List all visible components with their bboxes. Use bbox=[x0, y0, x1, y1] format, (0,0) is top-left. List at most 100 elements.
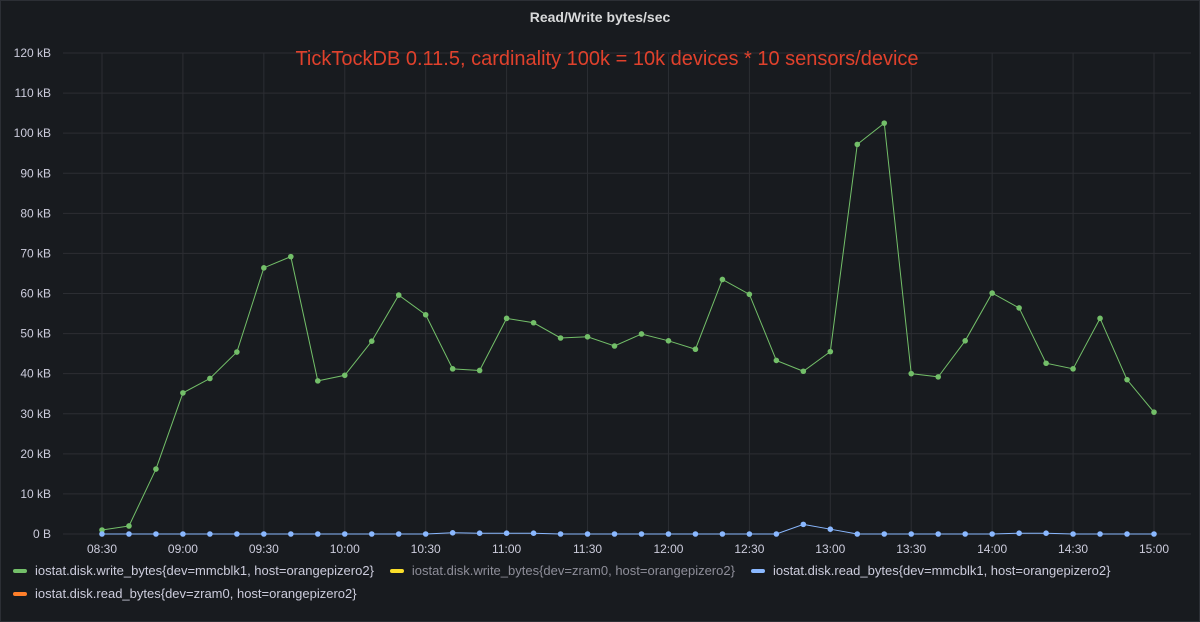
legend-item-write-zram0[interactable]: iostat.disk.write_bytes{dev=zram0, host=… bbox=[389, 563, 735, 578]
data-point bbox=[773, 357, 780, 364]
data-point bbox=[557, 531, 564, 537]
x-tick-label: 08:30 bbox=[87, 542, 117, 556]
data-point bbox=[827, 526, 834, 532]
data-point bbox=[1124, 376, 1130, 383]
legend-item-write-mmcblk1[interactable]: iostat.disk.write_bytes{dev=mmcblk1, hos… bbox=[13, 563, 374, 578]
data-point bbox=[530, 319, 537, 326]
data-point bbox=[341, 372, 348, 379]
x-tick-label: 12:30 bbox=[734, 542, 764, 556]
y-tick-label: 60 kB bbox=[20, 287, 51, 301]
panel-title[interactable]: Read/Write bytes/sec bbox=[529, 9, 671, 25]
x-tick-label: 10:30 bbox=[411, 542, 441, 556]
data-point bbox=[422, 311, 429, 318]
y-tick-label: 80 kB bbox=[20, 206, 51, 220]
data-point bbox=[611, 343, 618, 349]
data-point bbox=[1016, 530, 1022, 536]
data-point bbox=[153, 531, 159, 537]
data-point bbox=[1151, 531, 1157, 537]
legend-label: iostat.disk.read_bytes{dev=mmcblk1, host… bbox=[772, 563, 1111, 578]
legend-label: iostat.disk.write_bytes{dev=zram0, host=… bbox=[411, 563, 735, 578]
data-point bbox=[1043, 530, 1049, 536]
data-point bbox=[234, 349, 240, 355]
data-point bbox=[746, 291, 753, 298]
data-point bbox=[449, 366, 456, 372]
data-point bbox=[476, 530, 483, 536]
data-point bbox=[854, 141, 861, 148]
x-tick-label: 14:30 bbox=[1058, 542, 1088, 556]
data-point bbox=[638, 531, 645, 537]
chart-legend: iostat.disk.write_bytes{dev=mmcblk1, hos… bbox=[13, 563, 1193, 601]
data-point bbox=[962, 337, 968, 344]
legend-swatch bbox=[389, 568, 404, 573]
data-point bbox=[126, 531, 132, 537]
data-point bbox=[288, 253, 294, 260]
data-point bbox=[341, 531, 348, 537]
y-tick-label: 110 kB bbox=[15, 86, 51, 100]
data-point bbox=[395, 531, 402, 537]
data-point bbox=[422, 531, 429, 537]
y-tick-label: 0 B bbox=[33, 527, 51, 541]
data-point bbox=[368, 531, 375, 537]
data-point bbox=[530, 530, 537, 536]
data-point bbox=[584, 333, 591, 340]
data-point bbox=[1070, 531, 1076, 537]
data-point bbox=[935, 531, 942, 537]
data-point bbox=[207, 531, 213, 537]
x-tick-label: 12:00 bbox=[653, 542, 683, 556]
series-line-0 bbox=[101, 122, 1155, 531]
data-point bbox=[692, 346, 699, 353]
chart-plot[interactable]: 0 B 10 kB 20 kB 30 kB 40 kB 50 kB 60 kB 70 kB 80… bbox=[1, 1, 1200, 561]
data-point bbox=[692, 531, 699, 537]
data-point bbox=[989, 531, 995, 537]
annotation-text: TickTockDB 0.11.5, cardinality 100k = 10… bbox=[295, 48, 918, 70]
y-tick-label: 120 kB bbox=[14, 46, 51, 60]
y-tick-label: 100 kB bbox=[14, 126, 51, 140]
y-tick-label: 90 kB bbox=[20, 166, 51, 180]
x-tick-label: 11:00 bbox=[492, 542, 521, 556]
data-point bbox=[180, 390, 186, 396]
data-point bbox=[908, 370, 915, 377]
data-point bbox=[719, 531, 726, 537]
data-point bbox=[288, 531, 294, 537]
data-point bbox=[314, 378, 321, 384]
data-point bbox=[611, 531, 618, 537]
data-point bbox=[261, 265, 267, 271]
data-point bbox=[773, 531, 780, 537]
data-point bbox=[395, 292, 402, 298]
data-point bbox=[665, 337, 672, 344]
legend-swatch bbox=[13, 568, 27, 573]
data-point bbox=[207, 375, 213, 382]
data-point bbox=[935, 374, 942, 380]
legend-swatch bbox=[750, 568, 765, 573]
y-tick-label: 30 kB bbox=[20, 407, 51, 421]
data-point bbox=[449, 529, 456, 536]
data-point bbox=[665, 531, 672, 537]
data-point bbox=[180, 531, 186, 537]
data-point bbox=[584, 531, 591, 537]
data-point bbox=[557, 335, 564, 341]
x-tick-label: 14:00 bbox=[977, 542, 1007, 556]
y-tick-label: 10 kB bbox=[20, 487, 51, 501]
data-point bbox=[503, 530, 510, 536]
x-tick-label: 09:30 bbox=[249, 542, 279, 556]
data-point bbox=[1124, 531, 1130, 537]
data-point bbox=[368, 338, 375, 344]
data-point bbox=[1070, 366, 1076, 372]
data-point bbox=[1016, 305, 1022, 311]
x-tick-label: 09:00 bbox=[168, 542, 198, 556]
data-point bbox=[989, 290, 995, 296]
data-point bbox=[503, 315, 510, 322]
legend-item-read-mmcblk1[interactable]: iostat.disk.read_bytes{dev=mmcblk1, host… bbox=[750, 563, 1111, 578]
data-point bbox=[234, 531, 240, 537]
data-point bbox=[908, 531, 915, 537]
data-point bbox=[800, 368, 807, 375]
data-point bbox=[638, 331, 645, 337]
legend-label: iostat.disk.write_bytes{dev=mmcblk1, hos… bbox=[35, 563, 374, 578]
data-point bbox=[854, 531, 861, 537]
y-tick-label: 40 kB bbox=[20, 367, 51, 381]
data-point bbox=[1043, 360, 1049, 367]
legend-item-read-zram0[interactable]: iostat.disk.read_bytes{dev=zram0, host=o… bbox=[13, 586, 357, 601]
data-point bbox=[1097, 531, 1103, 537]
y-tick-label: 50 kB bbox=[20, 327, 51, 341]
x-tick-label: 11:30 bbox=[573, 542, 602, 556]
